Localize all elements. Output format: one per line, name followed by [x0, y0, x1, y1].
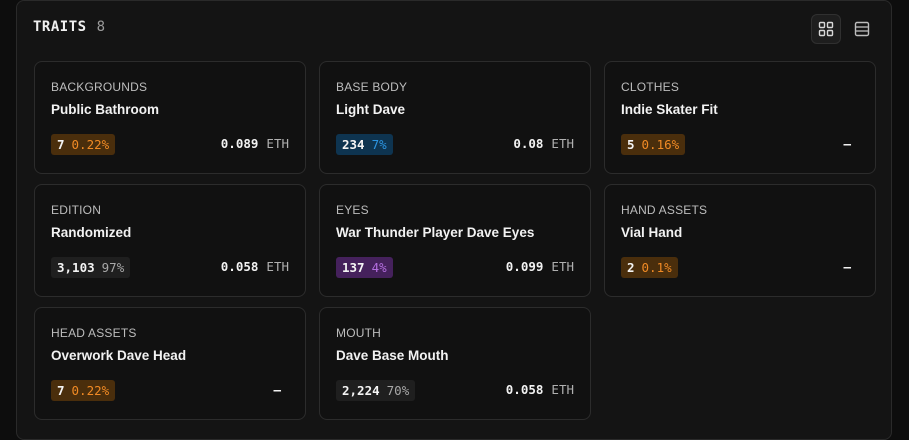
trait-value: Overwork Dave Head — [51, 348, 187, 363]
trait-category: CLOTHES — [621, 80, 680, 94]
trait-count: 5 — [627, 137, 635, 152]
grid-view-button[interactable] — [811, 14, 841, 44]
list-view-button[interactable] — [847, 14, 877, 44]
rarity-badge: 3,103 97% — [51, 257, 131, 278]
trait-value: Indie Skater Fit — [621, 102, 718, 117]
list-icon — [854, 21, 870, 37]
trait-count: 2 — [627, 260, 635, 275]
floor-price: – — [273, 382, 289, 397]
trait-count: 137 — [342, 260, 365, 275]
trait-category: HAND ASSETS — [621, 203, 708, 217]
price-currency: ETH — [551, 136, 574, 151]
trait-card-base-body[interactable]: BASE BODY Light Dave 234 7% 0.08 ETH — [319, 61, 591, 174]
trait-count: 234 — [342, 137, 365, 152]
floor-price: – — [843, 136, 859, 151]
trait-value: War Thunder Player Dave Eyes — [336, 225, 535, 240]
floor-price: – — [843, 259, 859, 274]
trait-percent: 0.16% — [641, 137, 680, 152]
traits-header: TRAITS 8 — [33, 19, 105, 35]
price-currency: ETH — [266, 136, 289, 151]
trait-category: MOUTH — [336, 326, 381, 340]
view-toggle — [811, 14, 877, 44]
trait-value: Public Bathroom — [51, 102, 160, 117]
price-value: 0.099 — [505, 259, 544, 274]
floor-price: 0.058 ETH — [221, 259, 289, 274]
trait-value: Light Dave — [336, 102, 406, 117]
floor-price: 0.08 ETH — [513, 136, 574, 151]
price-currency: ETH — [551, 259, 574, 274]
traits-title: TRAITS — [33, 19, 87, 35]
trait-count: 2,224 — [342, 383, 380, 398]
rarity-badge: 7 0.22% — [51, 380, 116, 401]
trait-card-hand-assets[interactable]: HAND ASSETS Vial Hand 2 0.1% – — [604, 184, 876, 297]
trait-card-backgrounds[interactable]: BACKGROUNDS Public Bathroom 7 0.22% 0.08… — [34, 61, 306, 174]
price-value: 0.08 — [513, 136, 544, 151]
trait-percent: 0.22% — [71, 383, 110, 398]
floor-price: 0.089 ETH — [221, 136, 289, 151]
trait-card-head-assets[interactable]: HEAD ASSETS Overwork Dave Head 7 0.22% – — [34, 307, 306, 420]
trait-card-mouth[interactable]: MOUTH Dave Base Mouth 2,224 70% 0.058 ET… — [319, 307, 591, 420]
rarity-badge: 137 4% — [336, 257, 393, 278]
traits-count: 8 — [96, 19, 106, 35]
traits-panel: TRAITS 8 BACKGROUNDS Public Bathroom — [16, 0, 892, 440]
trait-value: Vial Hand — [621, 225, 683, 240]
floor-price: 0.099 ETH — [506, 259, 574, 274]
trait-card-clothes[interactable]: CLOTHES Indie Skater Fit 5 0.16% – — [604, 61, 876, 174]
price-value: – — [843, 136, 851, 151]
trait-value: Dave Base Mouth — [336, 348, 449, 363]
trait-percent: 97% — [101, 260, 125, 275]
price-currency: ETH — [551, 382, 574, 397]
trait-count: 3,103 — [57, 260, 95, 275]
rarity-badge: 7 0.22% — [51, 134, 116, 155]
trait-percent: 7% — [371, 137, 387, 152]
price-value: – — [273, 382, 281, 397]
trait-percent: 0.22% — [71, 137, 110, 152]
trait-card-eyes[interactable]: EYES War Thunder Player Dave Eyes 137 4%… — [319, 184, 591, 297]
rarity-badge: 2 0.1% — [621, 257, 678, 278]
rarity-badge: 2,224 70% — [336, 380, 416, 401]
rarity-badge: 5 0.16% — [621, 134, 686, 155]
trait-percent: 70% — [386, 383, 410, 398]
trait-percent: 0.1% — [641, 260, 672, 275]
price-value: 0.058 — [505, 382, 544, 397]
price-value: – — [843, 259, 851, 274]
trait-category: HEAD ASSETS — [51, 326, 137, 340]
trait-category: BACKGROUNDS — [51, 80, 148, 94]
trait-category: BASE BODY — [336, 80, 408, 94]
trait-category: EDITION — [51, 203, 102, 217]
price-value: 0.089 — [220, 136, 259, 151]
rarity-badge: 234 7% — [336, 134, 393, 155]
price-value: 0.058 — [220, 259, 259, 274]
price-currency: ETH — [266, 259, 289, 274]
traits-grid: BACKGROUNDS Public Bathroom 7 0.22% 0.08… — [34, 61, 876, 420]
trait-card-edition[interactable]: EDITION Randomized 3,103 97% 0.058 ETH — [34, 184, 306, 297]
trait-percent: 4% — [371, 260, 387, 275]
trait-count: 7 — [57, 383, 65, 398]
trait-value: Randomized — [51, 225, 132, 240]
trait-category: EYES — [336, 203, 369, 217]
grid-icon — [818, 21, 834, 37]
trait-count: 7 — [57, 137, 65, 152]
floor-price: 0.058 ETH — [506, 382, 574, 397]
